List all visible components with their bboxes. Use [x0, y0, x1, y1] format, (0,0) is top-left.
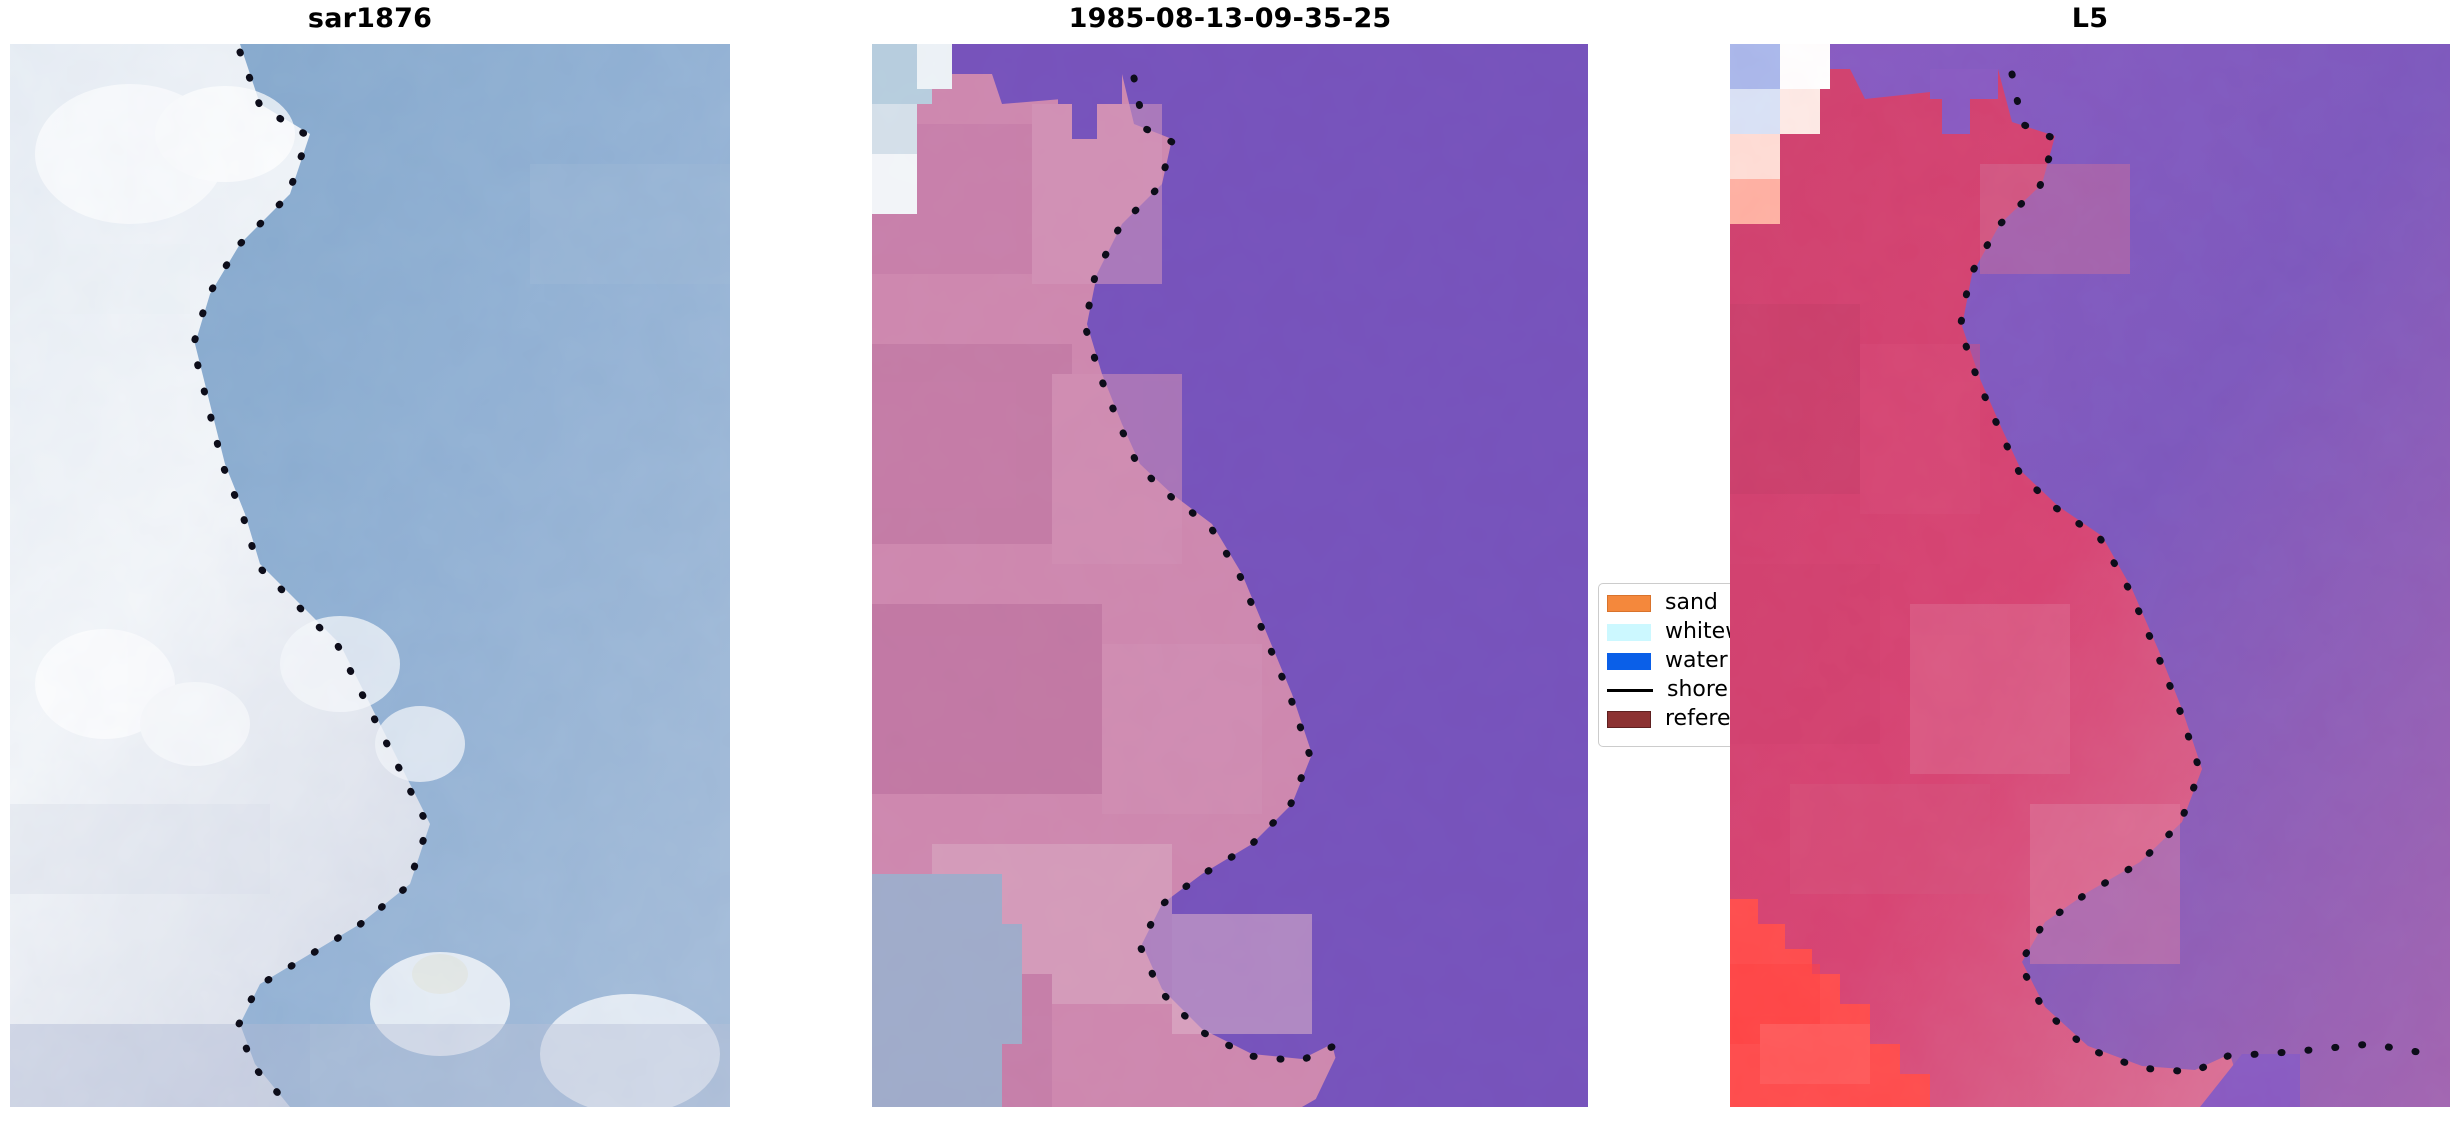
panel-l5-image[interactable]: [1730, 44, 2450, 1107]
legend-label-reference: referen: [1665, 706, 1745, 731]
legend-row-whitewater: whitew: [1607, 617, 1743, 647]
panel-classified-image[interactable]: [872, 44, 1588, 1107]
shoreline-dotted-path: [189, 48, 432, 1107]
legend-label-shoreline: shoreli: [1667, 677, 1741, 702]
shoreline-dotted-path: [1956, 70, 2434, 1076]
panel-title-classified: 1985-08-13-09-35-25: [1068, 3, 1392, 34]
legend-row-reference: referen: [1607, 704, 1744, 734]
panel-title-l5: L5: [2071, 3, 2109, 34]
classification-raster: [872, 44, 1588, 1107]
legend-label-water: water: [1665, 648, 1728, 673]
l5-false-colour-raster: [1730, 44, 2450, 1107]
reference-shoreline-swatch: [1607, 710, 1651, 728]
legend-row-sand: sand: [1607, 588, 1718, 618]
panel-title-sar: sar1876: [307, 3, 433, 34]
sar-raster: [10, 44, 730, 1107]
shoreline-line-marker: [1607, 688, 1653, 692]
sand-swatch: [1607, 594, 1651, 612]
panel-sar-image[interactable]: [10, 44, 730, 1107]
legend-label-sand: sand: [1665, 590, 1718, 615]
legend-row-shoreline: shoreli: [1607, 675, 1740, 705]
whitewater-swatch: [1607, 623, 1651, 641]
water-swatch: [1607, 652, 1651, 670]
legend-label-whitewater: whitew: [1665, 619, 1744, 644]
legend-row-water: water: [1607, 646, 1728, 676]
